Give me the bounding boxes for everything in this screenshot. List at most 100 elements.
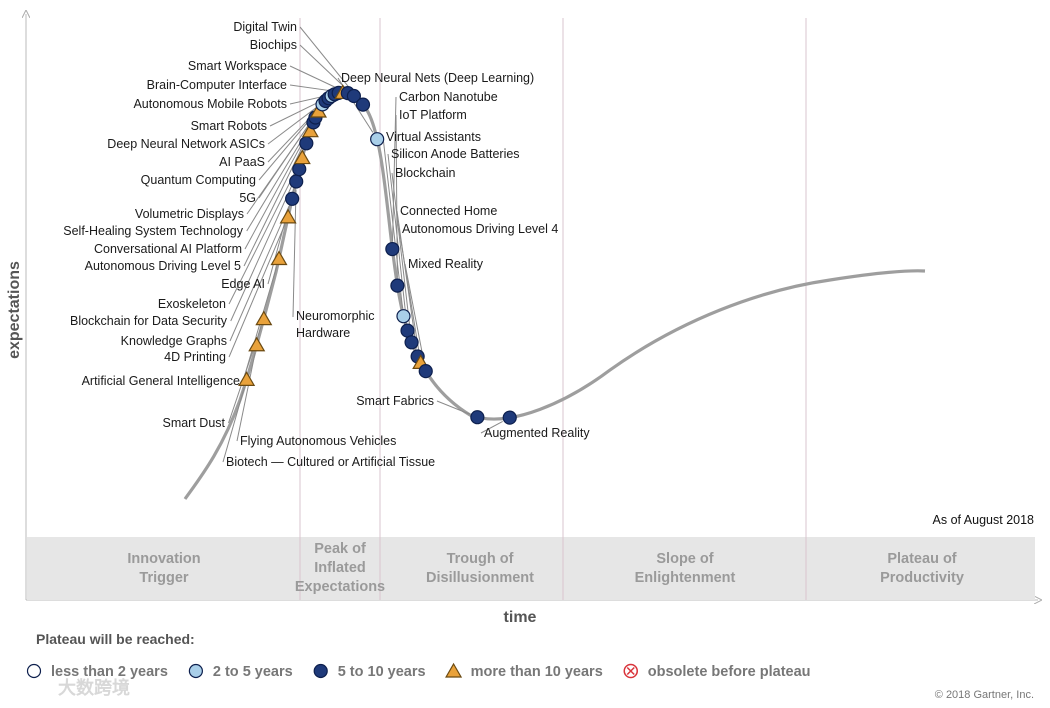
- legend-marker-obsolete: [623, 663, 639, 679]
- phase-label-peak: Peak of Inflated Expectations: [295, 541, 385, 595]
- tech-label-4d-printing: 4D Printing: [164, 350, 226, 364]
- tech-label-knowledge-graphs: Knowledge Graphs: [121, 334, 227, 348]
- leader-line-biochips: [299, 44, 349, 91]
- phase-label-trough: Trough of Disillusionment: [426, 551, 534, 586]
- tech-label-ai-paas: AI PaaS: [219, 155, 265, 169]
- tech-marker-edge-ai: [299, 136, 314, 151]
- leader-line-smart-fabrics: [436, 400, 471, 415]
- tech-marker-artificial-general-intelligence: [270, 250, 288, 266]
- tech-label-neuromorphic-hardware: Neuromorphic Hardware: [296, 309, 375, 340]
- tech-marker-biotech-cultured-or-artificial-tissue: [238, 371, 256, 386]
- tech-marker-flying-autonomous-vehicles: [248, 336, 266, 352]
- leader-line-blockchain-for-data-security: [230, 176, 297, 322]
- leader-line-neuromorphic-hardware: [292, 189, 297, 318]
- phase-label-innovation-trigger: Innovation Trigger: [127, 551, 200, 586]
- tech-label-smart-robots: Smart Robots: [191, 119, 267, 133]
- tech-marker-autonomous-driving-level-5: [301, 122, 319, 138]
- tech-label-edge-ai: Edge AI: [221, 277, 265, 291]
- leader-line-knowledge-graphs: [229, 205, 290, 342]
- legend-label-2to5: 2 to 5 years: [213, 664, 293, 680]
- tech-label-virtual-assistants: Virtual Assistants: [386, 130, 481, 144]
- tech-label-iot-platform: IoT Platform: [399, 108, 467, 122]
- tech-label-deep-neural-nets-deep-learning: Deep Neural Nets (Deep Learning): [341, 71, 534, 85]
- legend-marker-lt2: [26, 663, 42, 679]
- tech-label-autonomous-mobile-robots: Autonomous Mobile Robots: [133, 97, 287, 111]
- legend-marker-gt10: [445, 662, 463, 678]
- leader-line-brain-computer-interface: [289, 84, 335, 92]
- tech-marker-mixed-reality: [418, 364, 433, 379]
- legend-label-obsolete: obsolete before plateau: [648, 664, 811, 680]
- technology-points: [238, 84, 517, 425]
- tech-label-quantum-computing: Quantum Computing: [141, 173, 256, 187]
- tech-label-connected-home: Connected Home: [400, 204, 497, 218]
- tech-label-autonomous-driving-level-5: Autonomous Driving Level 5: [85, 259, 241, 273]
- legend-label-gt10: more than 10 years: [471, 664, 603, 680]
- as-of-label: As of August 2018: [933, 513, 1035, 527]
- tech-marker-silicon-anode-batteries: [400, 323, 415, 338]
- tech-label-flying-autonomous-vehicles: Flying Autonomous Vehicles: [240, 434, 396, 448]
- leader-line-smart-workspace: [289, 65, 341, 91]
- legend-marker-5to10: [313, 663, 328, 679]
- tech-label-smart-dust: Smart Dust: [162, 416, 225, 430]
- tech-marker-smart-dust: [255, 310, 273, 326]
- legend-marker-2to5: [188, 663, 203, 679]
- x-axis-label: time: [504, 609, 537, 626]
- tech-label-mixed-reality: Mixed Reality: [408, 257, 484, 271]
- tech-label-silicon-anode-batteries: Silicon Anode Batteries: [391, 147, 520, 161]
- leader-line-conversational-ai-platform: [244, 129, 311, 250]
- legend-label-5to10: 5 to 10 years: [338, 664, 426, 680]
- leader-line-autonomous-driving-level-5: [243, 137, 308, 267]
- phase-label-slope: Slope of Enlightenment: [635, 551, 736, 586]
- tech-marker-virtual-assistants: [396, 309, 411, 324]
- tech-label-augmented-reality: Augmented Reality: [484, 426, 590, 440]
- tech-label-digital-twin: Digital Twin: [233, 20, 297, 34]
- tech-label-self-healing-system-technology: Self-Healing System Technology: [63, 224, 243, 238]
- leader-line-flying-autonomous-vehicles: [236, 352, 256, 442]
- phase-labels: Innovation Trigger Peak of Inflated Expecta…: [127, 541, 964, 595]
- tech-marker-knowledge-graphs: [285, 191, 300, 206]
- leader-line-autonomous-driving-level-4: [398, 228, 420, 355]
- tech-label-smart-workspace: Smart Workspace: [188, 59, 287, 73]
- watermark: 大数跨境: [58, 677, 130, 698]
- tech-label-deep-neural-network-asics: Deep Neural Network ASICs: [107, 137, 265, 151]
- legend: less than 2 years 2 to 5 years 5 to 10 yea…: [26, 662, 811, 680]
- leader-line-4d-printing: [228, 224, 286, 358]
- tech-marker-blockchain: [404, 335, 419, 350]
- legend-title: Plateau will be reached:: [36, 631, 195, 647]
- phase-band: [27, 537, 1035, 600]
- tech-marker-blockchain-for-data-security: [292, 162, 307, 177]
- leader-line-silicon-anode-batteries: [387, 153, 408, 323]
- leader-line-biotech-cultured-or-artificial-tissue: [222, 386, 245, 463]
- leader-line-carbon-nanotube: [392, 96, 397, 242]
- legend-label-lt2: less than 2 years: [51, 664, 168, 680]
- tech-label-carbon-nanotube: Carbon Nanotube: [399, 90, 498, 104]
- tech-marker-carbon-nanotube: [385, 241, 400, 257]
- tech-marker-neuromorphic-hardware: [289, 174, 304, 189]
- leader-line-blockchain: [391, 172, 412, 335]
- tech-label-artificial-general-intelligence: Artificial General Intelligence: [82, 374, 240, 388]
- y-axis-label: expectations: [6, 261, 23, 359]
- tech-label-5g: 5G: [239, 191, 256, 205]
- tech-label-volumetric-displays: Volumetric Displays: [135, 207, 244, 221]
- tech-label-exoskeleton: Exoskeleton: [158, 297, 226, 311]
- phase-label-plateau: Plateau of Productivity: [880, 551, 964, 586]
- copyright: © 2018 Gartner, Inc.: [935, 689, 1034, 701]
- tech-marker-digital-twin: [355, 97, 371, 112]
- tech-label-smart-fabrics: Smart Fabrics: [356, 394, 434, 408]
- tech-marker-iot-platform: [390, 278, 405, 293]
- tech-marker-augmented-reality: [502, 410, 517, 425]
- leader-line-augmented-reality: [480, 420, 503, 434]
- tech-marker-smart-fabrics: [470, 410, 485, 425]
- tech-label-blockchain-for-data-security: Blockchain for Data Security: [70, 314, 228, 328]
- tech-label-blockchain: Blockchain: [395, 166, 455, 180]
- tech-label-biotech-cultured-or-artificial-tissue: Biotech — Cultured or Artificial Tissue: [226, 455, 435, 469]
- tech-label-brain-computer-interface: Brain-Computer Interface: [147, 78, 287, 92]
- technology-labels: Biotech — Cultured or Artificial Tissue F…: [63, 20, 590, 469]
- tech-label-biochips: Biochips: [250, 38, 297, 52]
- leader-line-mixed-reality: [404, 263, 425, 364]
- leader-line-exoskeleton: [228, 164, 300, 305]
- tech-label-autonomous-driving-level-4: Autonomous Driving Level 4: [402, 222, 558, 236]
- tech-marker-exoskeleton: [293, 149, 311, 165]
- tech-label-conversational-ai-platform: Conversational AI Platform: [94, 242, 242, 256]
